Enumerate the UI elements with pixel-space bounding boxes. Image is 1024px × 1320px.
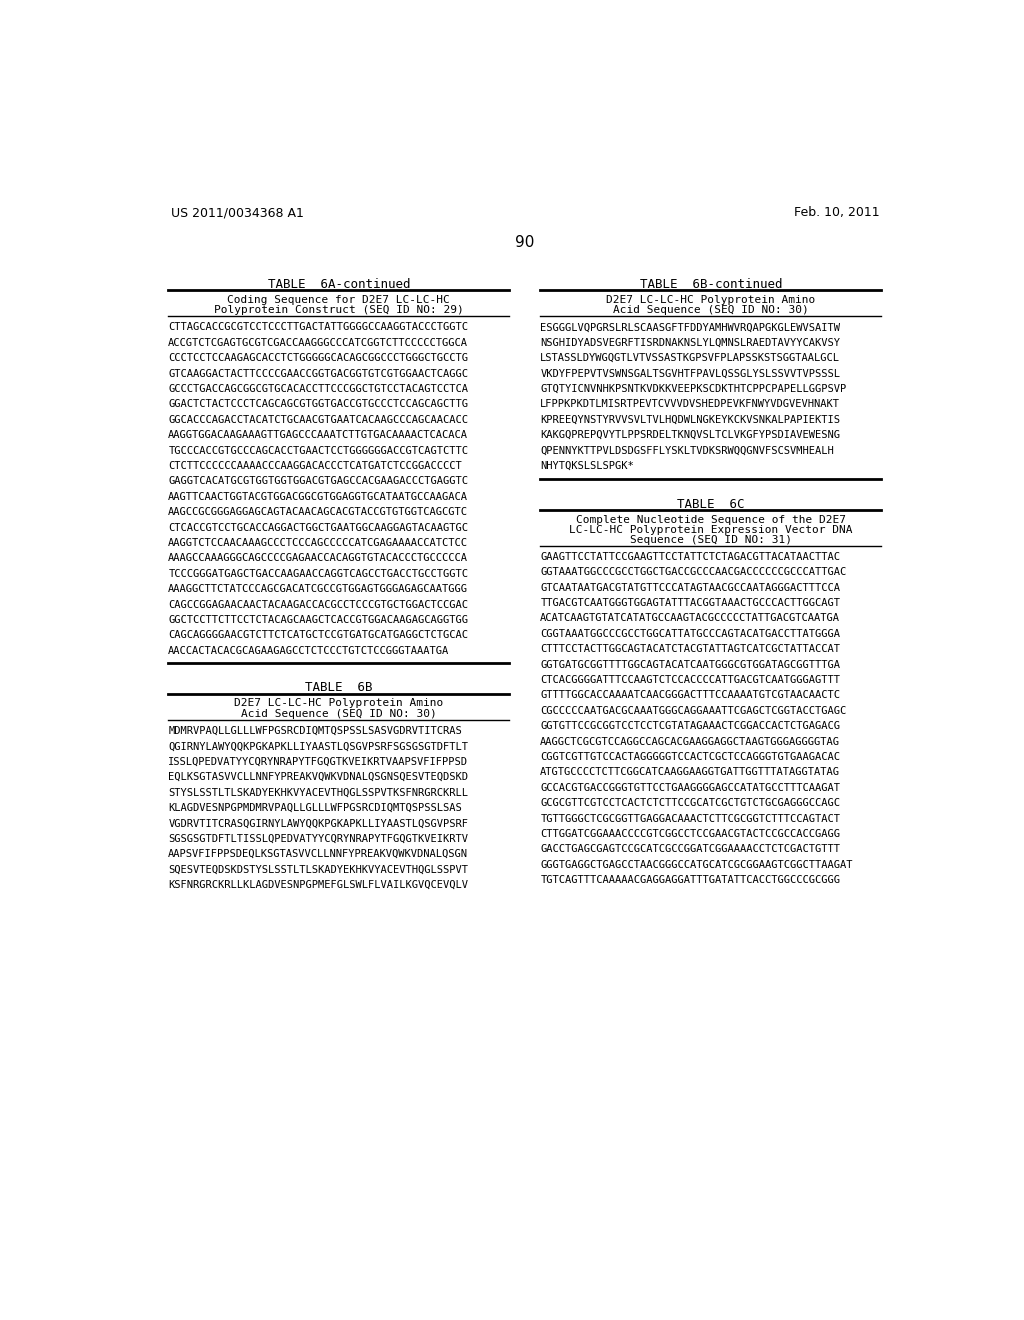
Text: GCGCGTTCGTCCTCACTCTCTTCCGCATCGCTGTCTGCGAGGGCCAGC: GCGCGTTCGTCCTCACTCTCTTCCGCATCGCTGTCTGCGA… xyxy=(541,799,841,808)
Text: AAAGCCAAAGGGCAGCCCCGAGAACCACAGGTGTACACCCTGCCCCCA: AAAGCCAAAGGGCAGCCCCGAGAACCACAGGTGTACACCC… xyxy=(168,553,468,564)
Text: TABLE  6A-continued: TABLE 6A-continued xyxy=(267,277,410,290)
Text: AACCACTACACGCAGAAGAGCCTCTCCCTGTCTCCGGGTAAATGA: AACCACTACACGCAGAAGAGCCTCTCCCTGTCTCCGGGTA… xyxy=(168,645,450,656)
Text: GAAGTTCCTATTCCGAAGTTCCTATTCTCTAGACGTTACATAACTTAC: GAAGTTCCTATTCCGAAGTTCCTATTCTCTAGACGTTACA… xyxy=(541,552,841,562)
Text: AAGGTCTCCAACAAAGCCCTCCCAGCCCCCATCGAGAAAACCATCTCC: AAGGTCTCCAACAAAGCCCTCCCAGCCCCCATCGAGAAAA… xyxy=(168,539,468,548)
Text: GGCTCCTTCTTCCTCTACAGCAAGCTCACCGTGGACAAGAGCAGGTGG: GGCTCCTTCTTCCTCTACAGCAAGCTCACCGTGGACAAGA… xyxy=(168,615,468,624)
Text: GTCAAGGACTACTTCCCCGAACCGGTGACGGTGTCGTGGAACTCAGGC: GTCAAGGACTACTTCCCCGAACCGGTGACGGTGTCGTGGA… xyxy=(168,368,468,379)
Text: LFPPKPKDTLMISRTPEVTCVVVDVSHEDPEVKFNWYVDGVEVHNAKT: LFPPKPKDTLMISRTPEVTCVVVDVSHEDPEVKFNWYVDG… xyxy=(541,400,841,409)
Text: D2E7 LC-LC-HC Polyprotein Amino: D2E7 LC-LC-HC Polyprotein Amino xyxy=(606,294,815,305)
Text: TGCCCACCGTGCCCAGCACCTGAACTCCTGGGGGGACCGTCAGTCTTC: TGCCCACCGTGCCCAGCACCTGAACTCCTGGGGGGACCGT… xyxy=(168,446,468,455)
Text: AAGTTCAACTGGTACGTGGACGGCGTGGAGGTGCATAATGCCAAGACA: AAGTTCAACTGGTACGTGGACGGCGTGGAGGTGCATAATG… xyxy=(168,492,468,502)
Text: TABLE  6B: TABLE 6B xyxy=(305,681,373,694)
Text: MDMRVPAQLLGLLLWFPGSRCDIQMTQSPSSLSASVGDRVTITCRAS: MDMRVPAQLLGLLLWFPGSRCDIQMTQSPSSLSASVGDRV… xyxy=(168,726,462,735)
Text: ACCGTCTCGAGTGCGTCGACCAAGGGCCCATCGGTCTTCCCCCTGGCA: ACCGTCTCGAGTGCGTCGACCAAGGGCCCATCGGTCTTCC… xyxy=(168,338,468,347)
Text: EQLKSGTASVVCLLNNFYPREAKVQWKVDNALQSGNSQESVTEQDSKD: EQLKSGTASVVCLLNNFYPREAKVQWKVDNALQSGNSQES… xyxy=(168,772,468,781)
Text: Feb. 10, 2011: Feb. 10, 2011 xyxy=(795,206,880,219)
Text: LC-LC-HC Polyprotein Expression Vector DNA: LC-LC-HC Polyprotein Expression Vector D… xyxy=(569,525,853,535)
Text: CTCACGGGGATTTCCAAGTCTCCACCCCATTGACGTCAATGGGAGTTT: CTCACGGGGATTTCCAAGTCTCCACCCCATTGACGTCAAT… xyxy=(541,675,841,685)
Text: GGTGATGCGGTTTTGGCAGTACATCAATGGGCGTGGATAGCGGTTTGA: GGTGATGCGGTTTTGGCAGTACATCAATGGGCGTGGATAG… xyxy=(541,660,841,669)
Text: TTGACGTCAATGGGTGGAGTATTTACGGTAAACTGCCCACTTGGCAGT: TTGACGTCAATGGGTGGAGTATTTACGGTAAACTGCCCAC… xyxy=(541,598,841,609)
Text: STYSLSSTLTLSKADYEKHKVYACEVTHQGLSSPVTKSFNRGRCKRLL: STYSLSSTLTLSKADYEKHKVYACEVTHQGLSSPVTKSFN… xyxy=(168,788,468,797)
Text: GGGTGAGGCTGAGCCTAACGGGCCATGCATCGCGGAAGTCGGCTTAAGAT: GGGTGAGGCTGAGCCTAACGGGCCATGCATCGCGGAAGTC… xyxy=(541,859,853,870)
Text: KSFNRGRCKRLLKLAGDVESNPGPMEFGLSWLFLVAILKGVQCEVQLV: KSFNRGRCKRLLKLAGDVESNPGPMEFGLSWLFLVAILKG… xyxy=(168,880,468,890)
Text: AAPSVFIFPPSDEQLKSGTASVVCLLNNFYPREAKVQWKVDNALQSGN: AAPSVFIFPPSDEQLKSGTASVVCLLNNFYPREAKVQWKV… xyxy=(168,849,468,859)
Text: KAKGQPREPQVYTLPPSRDELTKNQVSLTCLVKGFYPSDIAVEWESNG: KAKGQPREPQVYTLPPSRDELTKNQVSLTCLVKGFYPSDI… xyxy=(541,430,841,440)
Text: D2E7 LC-LC-HC Polyprotein Amino: D2E7 LC-LC-HC Polyprotein Amino xyxy=(234,698,443,708)
Text: NHYTQKSLSLSPGK*: NHYTQKSLSLSPGK* xyxy=(541,461,634,471)
Text: ATGTGCCCCTCTTCGGCATCAAGGAAGGTGATTGGTTTATAGGTATAG: ATGTGCCCCTCTTCGGCATCAAGGAAGGTGATTGGTTTAT… xyxy=(541,767,841,777)
Text: NSGHIDYADSVEGRFTISRDNAKNSLYLQMNSLRAEDTAVYYCAKVSY: NSGHIDYADSVEGRFTISRDNAKNSLYLQMNSLRAEDTAV… xyxy=(541,338,841,347)
Text: Coding Sequence for D2E7 LC-LC-HC: Coding Sequence for D2E7 LC-LC-HC xyxy=(227,294,451,305)
Text: GAGGTCACATGCGTGGTGGTGGACGTGAGCCACGAAGACCCTGAGGTC: GAGGTCACATGCGTGGTGGTGGACGTGAGCCACGAAGACC… xyxy=(168,477,468,486)
Text: GTTTTGGCACCAAAATCAACGGGACTTTCCAAAATGTCGTAACAACTC: GTTTTGGCACCAAAATCAACGGGACTTTCCAAAATGTCGT… xyxy=(541,690,841,701)
Text: GGACTCTACTCCCTCAGCAGCGTGGTGACCGTGCCCTCCAGCAGCTTG: GGACTCTACTCCCTCAGCAGCGTGGTGACCGTGCCCTCCA… xyxy=(168,400,468,409)
Text: 90: 90 xyxy=(515,235,535,251)
Text: KPREEQYNSTYRVVSVLTVLHQDWLNGKEYKCKVSNKALPAPIEKTIS: KPREEQYNSTYRVVSVLTVLHQDWLNGKEYKCKVSNKALP… xyxy=(541,414,841,425)
Text: CTTAGCACCGCGTCCTCCCTTGACTATTGGGGCCAAGGTACCCTGGTC: CTTAGCACCGCGTCCTCCCTTGACTATTGGGGCCAAGGTA… xyxy=(168,322,468,333)
Text: AAGGCTCGCGTCCAGGCCAGCACGAAGGAGGCTAAGTGGGAGGGGTAG: AAGGCTCGCGTCCAGGCCAGCACGAAGGAGGCTAAGTGGG… xyxy=(541,737,841,747)
Text: TABLE  6C: TABLE 6C xyxy=(677,498,744,511)
Text: AAAGGCTTCTATCCCAGCGACATCGCCGTGGAGTGGGAGAGCAATGGG: AAAGGCTTCTATCCCAGCGACATCGCCGTGGAGTGGGAGA… xyxy=(168,585,468,594)
Text: GTCAATAATGACGTATGTTCCCATAGTAACGCCAATAGGGACTTTCCA: GTCAATAATGACGTATGTTCCCATAGTAACGCCAATAGGG… xyxy=(541,582,841,593)
Text: GGCACCCAGACCTACATCTGCAACGTGAATCACAAGCCCAGCAACACC: GGCACCCAGACCTACATCTGCAACGTGAATCACAAGCCCA… xyxy=(168,414,468,425)
Text: CGCCCCCAATGACGCAAATGGGCAGGAAATTCGAGCTCGGTACCTGAGC: CGCCCCCAATGACGCAAATGGGCAGGAAATTCGAGCTCGG… xyxy=(541,706,847,715)
Text: CTTGGATCGGAAACCCCGTCGGCCTCCGAACGTACTCCGCCACCGAGG: CTTGGATCGGAAACCCCGTCGGCCTCCGAACGTACTCCGC… xyxy=(541,829,841,840)
Text: US 2011/0034368 A1: US 2011/0034368 A1 xyxy=(171,206,303,219)
Text: QGIRNYLAWYQQKPGKAPKLLIYAASTLQSGVPSRFSGSGSGTDFTLT: QGIRNYLAWYQQKPGKAPKLLIYAASTLQSGVPSRFSGSG… xyxy=(168,742,468,751)
Text: TABLE  6B-continued: TABLE 6B-continued xyxy=(640,277,782,290)
Text: KLAGDVESNPGPMDMRVPAQLLGLLLWFPGSRCDIQMTQSPSSLSAS: KLAGDVESNPGPMDMRVPAQLLGLLLWFPGSRCDIQMTQS… xyxy=(168,803,462,813)
Text: CGGTCGTTGTCCACTAGGGGGTCCACTCGCTCCAGGGTGTGAAGACAC: CGGTCGTTGTCCACTAGGGGGTCCACTCGCTCCAGGGTGT… xyxy=(541,752,841,762)
Text: AAGCCGCGGGAGGAGCAGTACAACAGCACGTACCGTGTGGTCAGCGTC: AAGCCGCGGGAGGAGCAGTACAACAGCACGTACCGTGTGG… xyxy=(168,507,468,517)
Text: CAGCCGGAGAACAACTACAAGACCACGCCTCCCGTGCTGGACTCCGAC: CAGCCGGAGAACAACTACAAGACCACGCCTCCCGTGCTGG… xyxy=(168,599,468,610)
Text: VGDRVTITCRASQGIRNYLAWYQQKPGKAPKLLIYAASTLQSGVPSRF: VGDRVTITCRASQGIRNYLAWYQQKPGKAPKLLIYAASTL… xyxy=(168,818,468,828)
Text: VKDYFPEPVTVSWNSGALTSGVHTFPAVLQSSGLYSLSSVVTVPSSSL: VKDYFPEPVTVSWNSGALTSGVHTFPAVLQSSGLYSLSSV… xyxy=(541,368,841,379)
Text: CAGCAGGGGAACGTCTTCTCATGCTCCGTGATGCATGAGGCTCTGCAC: CAGCAGGGGAACGTCTTCTCATGCTCCGTGATGCATGAGG… xyxy=(168,631,468,640)
Text: Polyprotein Construct (SEQ ID NO: 29): Polyprotein Construct (SEQ ID NO: 29) xyxy=(214,305,464,315)
Text: TGTCAGTTTCAAAAACGAGGAGGATTTGATATTCACCTGGCCCGCGGG: TGTCAGTTTCAAAAACGAGGAGGATTTGATATTCACCTGG… xyxy=(541,875,841,886)
Text: GCCACGTGACCGGGTGTTCCTGAAGGGGAGCCATATGCCTTTCAAGAT: GCCACGTGACCGGGTGTTCCTGAAGGGGAGCCATATGCCT… xyxy=(541,783,841,793)
Text: ESGGGLVQPGRSLRLSCAASGFTFDDYAMHWVRQAPGKGLEWVSAITW: ESGGGLVQPGRSLRLSCAASGFTFDDYAMHWVRQAPGKGL… xyxy=(541,322,841,333)
Text: Acid Sequence (SEQ ID NO: 30): Acid Sequence (SEQ ID NO: 30) xyxy=(613,305,809,315)
Text: CCCTCCTCCAAGAGCACCTCTGGGGGCACAGCGGCCCTGGGCTGCCTG: CCCTCCTCCAAGAGCACCTCTGGGGGCACAGCGGCCCTGG… xyxy=(168,354,468,363)
Text: CTTTCCTACTTGGCAGTACATCTACGTATTAGTCATCGCTATTACCAT: CTTTCCTACTTGGCAGTACATCTACGTATTAGTCATCGCT… xyxy=(541,644,841,655)
Text: CTCTTCCCCCCAAAACCCAAGGACACCCTCATGATCTCCGGACCCCT: CTCTTCCCCCCAAAACCCAAGGACACCCTCATGATCTCCG… xyxy=(168,461,462,471)
Text: QPENNYKTTPVLDSDGSFFLYSKLTVDKSRWQQGNVFSCSVMHEALH: QPENNYKTTPVLDSDGSFFLYSKLTVDKSRWQQGNVFSCS… xyxy=(541,446,835,455)
Text: Acid Sequence (SEQ ID NO: 30): Acid Sequence (SEQ ID NO: 30) xyxy=(241,709,436,719)
Text: GGTGTTCCGCGGTCCTCCTCGTATAGAAACTCGGACCACTCTGAGACG: GGTGTTCCGCGGTCCTCCTCGTATAGAAACTCGGACCACT… xyxy=(541,721,841,731)
Text: SQESVTEQDSKDSTYSLSSTLTLSKADYEKHKVYACEVTHQGLSSPVT: SQESVTEQDSKDSTYSLSSTLTLSKADYEKHKVYACEVTH… xyxy=(168,865,468,874)
Text: Complete Nucleotide Sequence of the D2E7: Complete Nucleotide Sequence of the D2E7 xyxy=(575,515,846,525)
Text: GCCCTGACCAGCGGCGTGCACACCTTCCCGGCTGTCCTACAGTCCTCA: GCCCTGACCAGCGGCGTGCACACCTTCCCGGCTGTCCTAC… xyxy=(168,384,468,393)
Text: CTCACCGTCCTGCACCAGGACTGGCTGAATGGCAAGGAGTACAAGTGC: CTCACCGTCCTGCACCAGGACTGGCTGAATGGCAAGGAGT… xyxy=(168,523,468,532)
Text: SGSGSGTDFTLTISSLQPEDVATYYCQRYNRAPYTFGQGTKVEIKRTV: SGSGSGTDFTLTISSLQPEDVATYYCQRYNRAPYTFGQGT… xyxy=(168,834,468,843)
Text: LSTASSLDYWGQGTLVTVSSASTKGPSVFPLAPSSKSTSGGTAALGCL: LSTASSLDYWGQGTLVTVSSASTKGPSVFPLAPSSKSTSG… xyxy=(541,354,841,363)
Text: CGGTAAATGGCCCGCCTGGCATTATGCCCAGTACATGACCTTATGGGA: CGGTAAATGGCCCGCCTGGCATTATGCCCAGTACATGACC… xyxy=(541,628,841,639)
Text: GTQTYICNVNHKPSNTKVDKKVEEPKSCDKTHTCPPCPAPELLGGPSVP: GTQTYICNVNHKPSNTKVDKKVEEPKSCDKTHTCPPCPAP… xyxy=(541,384,847,393)
Text: TCCCGGGATGAGCTGACCAAGAACCAGGTCAGCCTGACCTGCCTGGTC: TCCCGGGATGAGCTGACCAAGAACCAGGTCAGCCTGACCT… xyxy=(168,569,468,578)
Text: GACCTGAGCGAGTCCGCATCGCCGGATCGGAAAACCTCTCGACTGTTT: GACCTGAGCGAGTCCGCATCGCCGGATCGGAAAACCTCTC… xyxy=(541,845,841,854)
Text: ACATCAAGTGTATCATATGCCAAGTACGCCCCCTATTGACGTCAATGA: ACATCAAGTGTATCATATGCCAAGTACGCCCCCTATTGAC… xyxy=(541,614,841,623)
Text: Sequence (SEQ ID NO: 31): Sequence (SEQ ID NO: 31) xyxy=(630,535,792,545)
Text: ISSLQPEDVATYYCQRYNRAPYTFGQGTKVEIKRTVAAPSVFIFPPSD: ISSLQPEDVATYYCQRYNRAPYTFGQGTKVEIKRTVAAPS… xyxy=(168,756,468,767)
Text: GGTAAATGGCCCGCCTGGCTGACCGCCCAACGACCCCCCGCCCATTGAC: GGTAAATGGCCCGCCTGGCTGACCGCCCAACGACCCCCCG… xyxy=(541,568,847,577)
Text: TGTTGGGCTCGCGGTTGAGGACAAACTCTTCGCGGTCTTTCCAGTACT: TGTTGGGCTCGCGGTTGAGGACAAACTCTTCGCGGTCTTT… xyxy=(541,813,841,824)
Text: AAGGTGGACAAGAAAGTTGAGCCCAAATCTTGTGACAAAACTCACACA: AAGGTGGACAAGAAAGTTGAGCCCAAATCTTGTGACAAAA… xyxy=(168,430,468,440)
